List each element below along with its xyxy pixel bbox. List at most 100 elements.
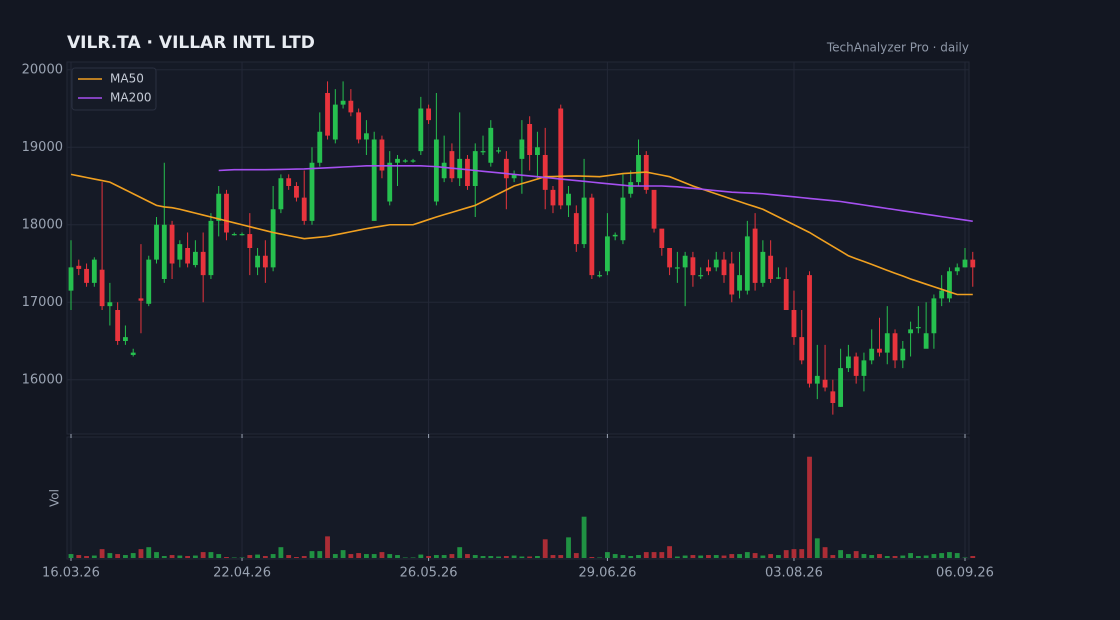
candle-body — [535, 147, 540, 155]
candle-body — [566, 193, 571, 206]
volume-bar — [301, 556, 307, 558]
candle-body — [620, 197, 626, 241]
volume-bar — [441, 555, 447, 558]
candle-body — [908, 329, 913, 334]
volume-bar — [651, 552, 657, 558]
candle-body — [146, 259, 152, 304]
volume-bar — [908, 553, 913, 558]
y-tick-label: 18000 — [22, 217, 63, 232]
candle-body — [822, 379, 828, 388]
volume-bar — [869, 555, 875, 558]
volume-bar — [371, 554, 377, 558]
candle-body — [651, 189, 657, 229]
candle-body — [884, 333, 890, 353]
candle-body — [807, 275, 812, 384]
volume-bar — [465, 554, 470, 558]
candle-body — [332, 104, 338, 140]
volume-bar — [939, 553, 945, 558]
volume-bar — [799, 549, 805, 558]
volume-bar — [496, 556, 501, 558]
candle-body — [527, 124, 533, 155]
volume-bar — [224, 557, 229, 558]
candle-body — [558, 108, 564, 206]
candle-body — [511, 174, 517, 179]
volume-bar — [332, 554, 338, 558]
volume-bar — [776, 555, 781, 558]
candle-body — [659, 228, 665, 248]
candle-body — [255, 255, 260, 268]
candle-body — [371, 139, 377, 221]
candle-body — [224, 193, 229, 233]
x-tick-label: 22.04.26 — [213, 566, 271, 581]
candle-body — [713, 259, 719, 268]
candle-body — [861, 360, 867, 376]
volume-bar — [161, 556, 167, 558]
volume-bar — [861, 554, 867, 558]
candle-body — [449, 151, 455, 179]
volume-bar — [768, 554, 774, 558]
volume-bar — [255, 554, 260, 558]
volume-bar — [744, 552, 750, 558]
candle-body — [791, 310, 797, 338]
volume-bar — [340, 550, 346, 558]
volume-bar — [527, 556, 533, 558]
y-tick-label: 17000 — [22, 295, 63, 310]
volume-bar — [729, 554, 735, 558]
volume-axis-label: Vol — [48, 489, 62, 507]
candle-body — [177, 244, 183, 260]
candle-body — [496, 150, 501, 152]
volume-bar — [433, 555, 439, 558]
volume-bar — [581, 516, 587, 558]
volume-bar — [418, 554, 424, 558]
candle-body — [814, 375, 820, 384]
x-tick-label: 16.03.26 — [42, 566, 100, 581]
volume-bar — [628, 556, 634, 558]
volume-bar — [706, 555, 711, 558]
candle-body — [301, 197, 307, 221]
candle-body — [744, 236, 750, 291]
candle-body — [418, 108, 424, 152]
volume-bar — [503, 556, 509, 558]
volume-bar — [123, 555, 128, 558]
candle-body — [674, 267, 680, 269]
candle-body — [216, 193, 222, 221]
volume-bar — [192, 555, 198, 558]
legend-label: MA200 — [110, 91, 151, 105]
volume-bar — [822, 547, 828, 558]
candle-body — [138, 298, 144, 301]
volume-bar — [853, 551, 859, 558]
x-tick-label: 26.05.26 — [400, 566, 458, 581]
candle-body — [84, 268, 89, 283]
volume-bar — [923, 555, 929, 558]
candle-body — [379, 139, 385, 171]
candle-body — [410, 160, 416, 162]
candle-body — [76, 265, 82, 269]
volume-bar — [511, 555, 517, 558]
volume-bar — [76, 555, 82, 558]
candle-body — [262, 255, 268, 268]
chart-title: VILR.TA · VILLAR INTL LTD — [67, 33, 315, 53]
candle-body — [667, 248, 673, 268]
volume-bar — [620, 555, 626, 558]
candle-body — [107, 302, 113, 307]
candle-body — [363, 133, 369, 140]
ma-line — [70, 171, 973, 296]
volume-bar — [457, 547, 463, 558]
volume-bar — [138, 549, 144, 558]
candle-body — [604, 236, 610, 272]
candle-body — [830, 391, 836, 403]
candle-body — [581, 197, 587, 245]
x-tick-label: 29.06.26 — [578, 566, 636, 581]
volume-bar — [892, 556, 898, 558]
candle-body — [239, 234, 245, 236]
candle-body — [752, 228, 758, 283]
candle-body — [200, 251, 206, 276]
candle-body — [954, 267, 960, 272]
volume-bar — [682, 555, 688, 558]
candle-body — [340, 100, 346, 105]
volume-bar — [115, 554, 121, 558]
candle-body — [231, 234, 237, 236]
candle-body — [845, 356, 851, 369]
candle-body — [682, 255, 688, 268]
volume-bar — [931, 554, 937, 558]
